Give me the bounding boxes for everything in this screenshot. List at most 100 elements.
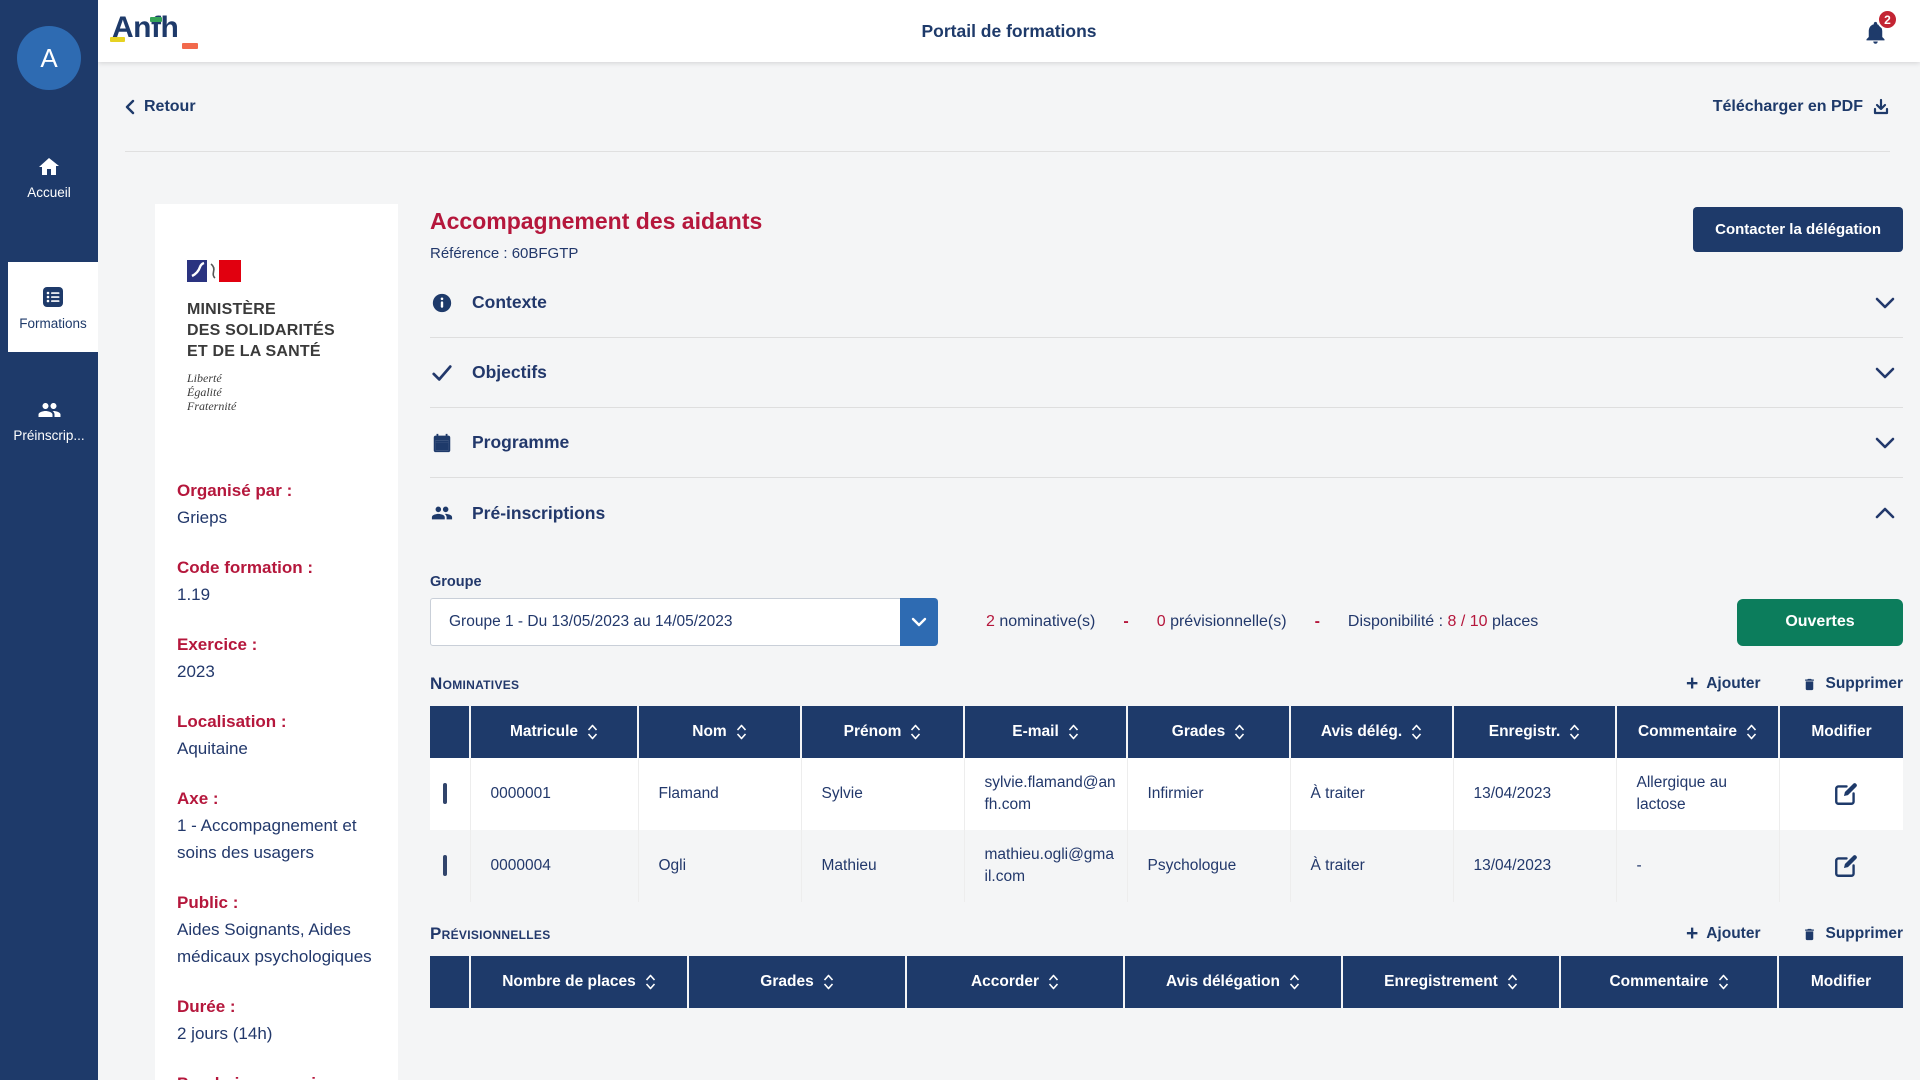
column-header-prenom[interactable]: Prénom [801, 706, 965, 758]
cell-matricule: 0000001 [470, 758, 639, 830]
back-label: Retour [144, 97, 196, 115]
chevron-down-icon [911, 617, 927, 627]
previsionnelles-delete-button[interactable]: Supprimer [1802, 925, 1903, 943]
table-row: 0000001 Flamand Sylvie sylvie.flamand@an… [430, 758, 1903, 830]
row-checkbox[interactable] [442, 783, 447, 804]
ministry-line: MINISTÈRE [187, 301, 276, 318]
nominatives-add-button[interactable]: + Ajouter [1685, 672, 1761, 695]
edit-row-button[interactable] [1800, 781, 1894, 807]
info-icon [430, 292, 454, 314]
people-icon [36, 398, 63, 422]
cell-commentaire: - [1616, 830, 1780, 902]
field-label: Code formation : [177, 558, 313, 577]
column-header-nom[interactable]: Nom [638, 706, 802, 758]
edit-icon [1835, 855, 1858, 877]
section-programme[interactable]: Programme [430, 408, 1903, 478]
status-ouvertes-button[interactable]: Ouvertes [1737, 598, 1903, 646]
field-value: 1 - Accompagnement et soins des usagers [177, 816, 357, 862]
section-contexte[interactable]: Contexte [430, 268, 1903, 338]
field-label: Prochaines sessions : [177, 1070, 378, 1080]
notifications-button[interactable]: 2 [1860, 9, 1898, 49]
field-value: 2023 [177, 662, 215, 681]
stat-separator: - [1123, 613, 1129, 630]
availability-stat: Disponibilité : 8 / 10 places [1347, 613, 1539, 630]
column-header-email[interactable]: E-mail [964, 706, 1128, 758]
sort-icon [911, 724, 921, 740]
select-dropdown-button[interactable] [900, 598, 938, 646]
sidebar-item-accueil[interactable]: Accueil [0, 155, 98, 200]
home-icon [37, 155, 61, 179]
people-icon [430, 502, 454, 524]
course-fields: Organisé par : Grieps Code formation : 1… [177, 477, 378, 1080]
logo-orange-dash [182, 43, 198, 49]
check-icon [430, 362, 454, 384]
cell-enregistrement: 13/04/2023 [1453, 758, 1617, 830]
row-checkbox[interactable] [442, 855, 447, 876]
field-value: Aquitaine [177, 739, 248, 758]
sort-icon [1570, 724, 1580, 740]
avatar-initial: A [40, 42, 58, 73]
column-header-modifier: Modifier [1779, 706, 1903, 758]
cell-enregistrement: 13/04/2023 [1453, 830, 1617, 902]
column-header-grades[interactable]: Grades [1127, 706, 1291, 758]
table-header-row: Matricule Nom Prénom E-mail Grades Avis … [430, 706, 1903, 758]
field-value: Grieps [177, 508, 228, 527]
column-header-avis[interactable]: Avis délég. [1290, 706, 1454, 758]
cell-commentaire: Allergique au lactose [1616, 758, 1780, 830]
sort-icon [1412, 724, 1422, 740]
column-header-accorder[interactable]: Accorder [906, 956, 1125, 1008]
nominatives-title: Nominatives [430, 674, 520, 693]
table-header-row: Nombre de places Grades Accorder Avis dé… [430, 956, 1903, 1008]
sort-icon [1718, 974, 1728, 990]
nominatives-delete-button[interactable]: Supprimer [1802, 675, 1903, 693]
group-label: Groupe [430, 574, 482, 590]
column-header-modifier: Modifier [1778, 956, 1903, 1008]
back-button[interactable]: Retour [125, 98, 196, 116]
column-header-matricule[interactable]: Matricule [470, 706, 639, 758]
column-header-enregistrement[interactable]: Enregistrement [1342, 956, 1561, 1008]
column-header-commentaire[interactable]: Commentaire [1616, 706, 1780, 758]
chevron-down-icon [1875, 367, 1895, 379]
sort-icon [645, 974, 655, 990]
course-reference: Référence : 60BFGTP [430, 245, 579, 262]
edit-row-button[interactable] [1800, 853, 1894, 879]
field-exercice: Exercice : 2023 [177, 631, 378, 685]
course-info-panel: MINISTÈRE DES SOLIDARITÉS ET DE LA SANTÉ… [155, 204, 398, 1080]
nominatives-count-stat: 2 nominative(s) [986, 613, 1096, 630]
motto-line: Égalité [187, 385, 222, 399]
course-detail: Accompagnement des aidants Référence : 6… [430, 207, 1903, 1008]
download-icon [1873, 98, 1889, 114]
column-header-commentaire[interactable]: Commentaire [1560, 956, 1779, 1008]
page-title: Portail de formations [921, 21, 1097, 41]
section-objectifs[interactable]: Objectifs [430, 338, 1903, 408]
group-stats: 2 nominative(s) - 0 prévisionnelle(s) - … [986, 613, 1538, 631]
cell-email: mathieu.ogli@gmail.com [964, 830, 1128, 902]
cell-prenom: Mathieu [801, 830, 965, 902]
plus-icon: + [1685, 672, 1699, 695]
field-code-formation: Code formation : 1.19 [177, 554, 378, 608]
topbar: Anfh Portail de formations 2 [98, 0, 1920, 62]
main-page: Retour Télécharger en PDF MINISTÈRE DES … [98, 62, 1920, 1080]
column-header-avis-delegation[interactable]: Avis délégation [1124, 956, 1343, 1008]
column-header-enregistr[interactable]: Enregistr. [1453, 706, 1617, 758]
anfh-logo[interactable]: Anfh [110, 11, 202, 51]
column-header-grades[interactable]: Grades [688, 956, 907, 1008]
sort-icon [1235, 724, 1245, 740]
course-title: Accompagnement des aidants [430, 208, 763, 234]
section-label: Contexte [472, 292, 547, 312]
cell-prenom: Sylvie [801, 758, 965, 830]
download-pdf-button[interactable]: Télécharger en PDF [1713, 98, 1890, 116]
previsionnelles-add-button[interactable]: + Ajouter [1685, 922, 1761, 945]
column-header-nombre-places[interactable]: Nombre de places [470, 956, 689, 1008]
ministry-line: ET DE LA SANTÉ [187, 343, 321, 360]
contact-delegation-button[interactable]: Contacter la délégation [1693, 207, 1903, 252]
avatar[interactable]: A [17, 26, 81, 90]
sidebar-item-preinscriptions[interactable]: Préinscrip... [0, 398, 98, 443]
section-label: Programme [472, 432, 570, 452]
section-pre-inscriptions[interactable]: Pré-inscriptions [430, 478, 1903, 548]
previsionnelles-count-stat: 0 prévisionnelle(s) [1156, 613, 1287, 630]
group-select[interactable]: Groupe 1 - Du 13/05/2023 au 14/05/2023 [430, 598, 938, 646]
field-localisation: Localisation : Aquitaine [177, 708, 378, 762]
sidebar-item-formations[interactable]: Formations [8, 262, 98, 352]
field-axe: Axe : 1 - Accompagnement et soins des us… [177, 785, 378, 866]
